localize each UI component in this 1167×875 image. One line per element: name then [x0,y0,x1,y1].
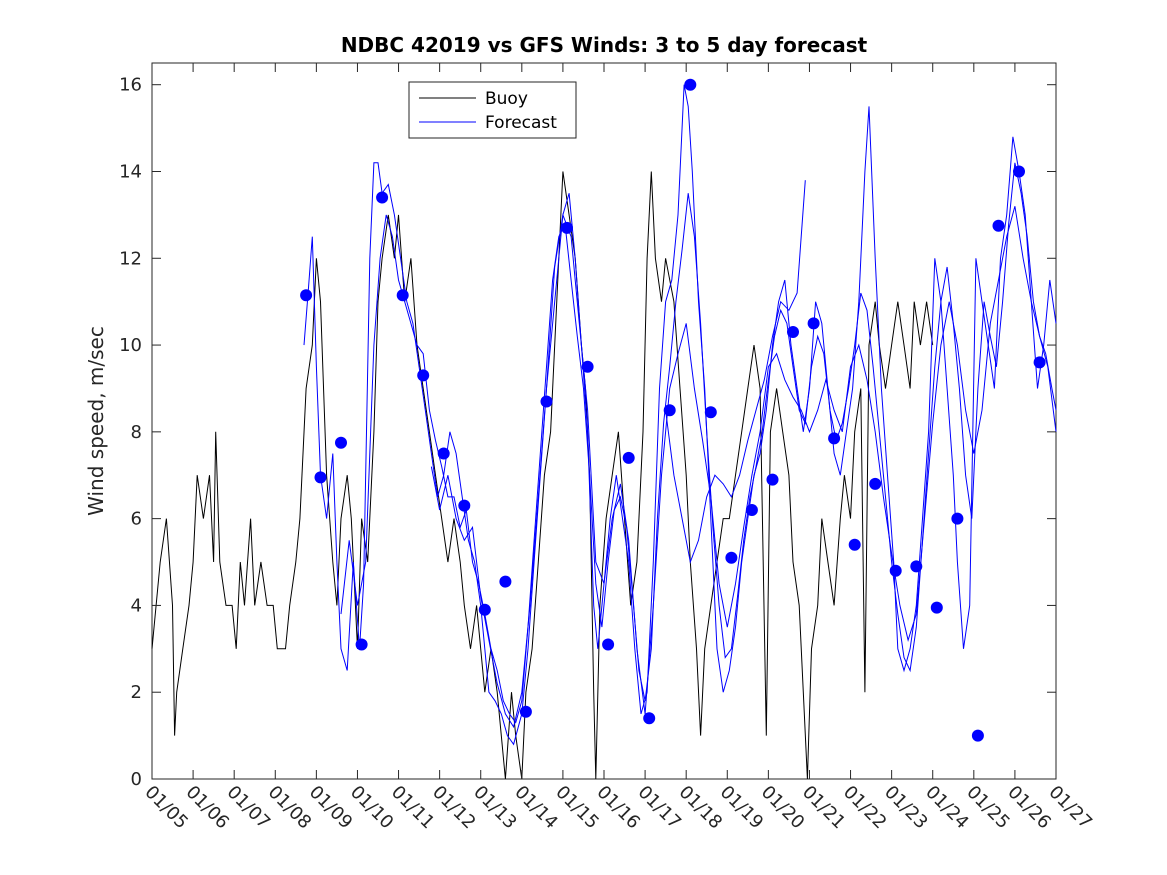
forecast-marker-26 [828,432,841,445]
legend-buoy-label: Buoy [485,89,528,109]
forecast-marker-32 [951,512,964,525]
forecast-marker-8 [458,499,471,512]
forecast-marker-4 [376,191,389,204]
forecast-marker-12 [540,395,553,408]
y-tick-label-6: 12 [119,248,142,269]
forecast-marker-24 [787,326,799,338]
y-tick-label-1: 2 [131,682,142,703]
forecast-marker-34 [992,219,1005,232]
y-tick-label-3: 6 [131,509,142,530]
forecast-marker-18 [663,404,676,417]
forecast-marker-2 [335,436,347,449]
y-tick-label-8: 16 [119,75,142,96]
forecast-marker-3 [355,638,368,651]
legend: Buoy Forecast [408,81,577,139]
forecast-marker-5 [396,289,409,302]
y-tick-label-7: 14 [119,161,142,182]
legend-box [408,81,577,139]
forecast-marker-25 [807,317,820,330]
forecast-marker-22 [745,504,758,516]
forecast-marker-15 [602,638,615,651]
y-axis-label: Wind speed, m/sec [84,326,108,516]
forecast-marker-11 [519,705,532,718]
forecast-line-3 [430,206,1057,729]
forecast-marker-10 [499,575,512,588]
forecast-marker-33 [971,729,984,742]
forecast-marker-7 [437,447,450,460]
data-layer [151,78,1057,780]
forecast-marker-23 [766,473,779,486]
forecast-line-2 [340,162,1057,724]
plot-area [151,62,1057,780]
forecast-marker-1 [314,471,327,484]
forecast-marker-27 [848,538,861,551]
forecast-marker-30 [910,560,923,573]
forecast-marker-19 [684,78,697,91]
forecast-marker-0 [300,289,313,302]
forecast-line-4 [665,180,806,564]
forecast-marker-31 [930,601,943,614]
forecast-line-1 [303,84,1057,746]
forecast-marker-9 [478,603,491,616]
forecast-marker-13 [561,221,573,234]
forecast-marker-20 [704,406,717,419]
forecast-marker-29 [889,564,902,577]
chart-title: NDBC 42019 vs GFS Winds: 3 to 5 day fore… [341,33,868,57]
forecast-marker-35 [1013,165,1025,178]
y-tick-label-0: 0 [131,769,142,790]
forecast-marker-14 [581,360,594,373]
legend-forecast-label: Forecast [485,113,557,133]
forecast-marker-21 [725,551,738,564]
forecast-marker-16 [622,451,635,464]
y-tick-label-5: 10 [119,335,142,356]
forecast-marker-17 [643,712,656,725]
forecast-marker-36 [1033,356,1046,369]
y-tick-label-4: 8 [131,422,142,443]
forecast-marker-6 [417,369,430,382]
y-tick-label-2: 4 [131,595,142,616]
forecast-marker-28 [869,477,882,490]
buoy-line [151,171,934,780]
